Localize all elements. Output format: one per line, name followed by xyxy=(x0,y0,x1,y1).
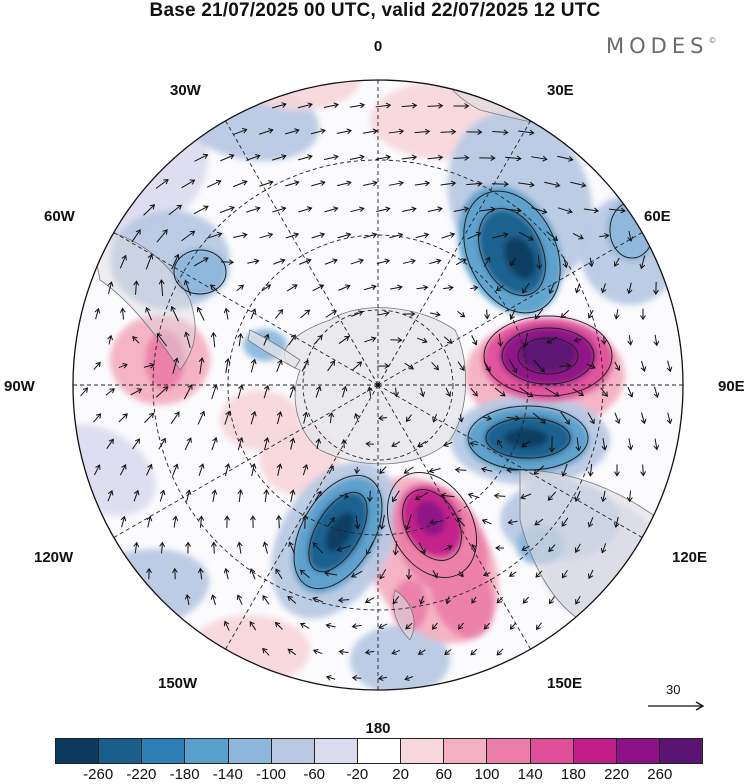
wind-arrow-shaft xyxy=(370,491,371,501)
colorbar-tick-label: -20 xyxy=(347,766,369,783)
colorbar xyxy=(55,738,703,764)
colorbar-segment xyxy=(444,739,487,763)
colorbar-segment xyxy=(142,739,185,763)
colorbar-segment xyxy=(617,739,660,763)
colorbar-segments xyxy=(55,738,703,764)
colorbar-tick-label: 260 xyxy=(647,766,672,783)
colorbar-tick-label: -260 xyxy=(83,766,113,783)
wind-arrow-shaft xyxy=(441,132,456,133)
colorbar-segment xyxy=(660,739,702,763)
colorbar-tick-label: 100 xyxy=(474,766,499,783)
anomaly-blob xyxy=(504,428,548,448)
wind-arrow-shaft xyxy=(221,262,233,263)
colorbar-segment xyxy=(56,739,99,763)
colorbar-tick-label: -220 xyxy=(126,766,156,783)
colorbar-segment xyxy=(99,739,142,763)
colorbar-tick-label: -140 xyxy=(213,766,243,783)
colorbar-segment xyxy=(185,739,228,763)
colorbar-tick-label: 20 xyxy=(392,766,409,783)
colorbar-segment xyxy=(401,739,444,763)
lon-label-90e: 90E xyxy=(718,378,745,395)
colorbar-tick-label: 220 xyxy=(604,766,629,783)
lon-label-120e: 120E xyxy=(672,549,707,566)
reference-arrow-icon xyxy=(644,682,710,712)
colorbar-tick-label: -60 xyxy=(303,766,325,783)
lon-label-90w: 90W xyxy=(4,378,36,395)
colorbar-tick-label: -180 xyxy=(170,766,200,783)
lon-label-180: 180 xyxy=(365,720,390,737)
wind-arrow-shaft xyxy=(214,542,215,553)
lon-label-120w: 120W xyxy=(34,549,74,566)
colorbar-segment xyxy=(487,739,530,763)
lon-label-60w: 60W xyxy=(44,208,76,225)
reference-vector: 30 xyxy=(644,682,710,712)
colorbar-tick-label: 60 xyxy=(435,766,452,783)
colorbar-tick-label: 140 xyxy=(518,766,543,783)
colorbar-segment xyxy=(531,739,574,763)
colorbar-segment xyxy=(574,739,617,763)
lon-label-150e: 150E xyxy=(547,675,582,692)
colorbar-ticks: -260 -220 -180 -140 -100 -60 -20 20 60 100 140 180 2… xyxy=(55,764,703,784)
colorbar-segment xyxy=(315,739,358,763)
lon-label-30w: 30W xyxy=(170,82,202,99)
wind-arrow-shaft xyxy=(428,106,443,107)
wind-arrow-shaft xyxy=(279,516,280,528)
antarctica-landmass xyxy=(284,308,465,464)
colorbar-segment xyxy=(272,739,315,763)
map-disc xyxy=(11,50,700,710)
colorbar-segment xyxy=(358,739,401,763)
colorbar-tick-label: -100 xyxy=(256,766,286,783)
south-pole-marker xyxy=(376,383,380,387)
colorbar-segment xyxy=(229,739,272,763)
lon-label-60e: 60E xyxy=(644,208,671,225)
lon-label-0: 0 xyxy=(374,38,382,55)
lon-label-30e: 30E xyxy=(547,82,574,99)
wind-arrow-shaft xyxy=(643,464,644,475)
lon-label-150w: 150W xyxy=(158,675,198,692)
colorbar-tick-label: 180 xyxy=(561,766,586,783)
anomaly-blob xyxy=(240,50,360,110)
